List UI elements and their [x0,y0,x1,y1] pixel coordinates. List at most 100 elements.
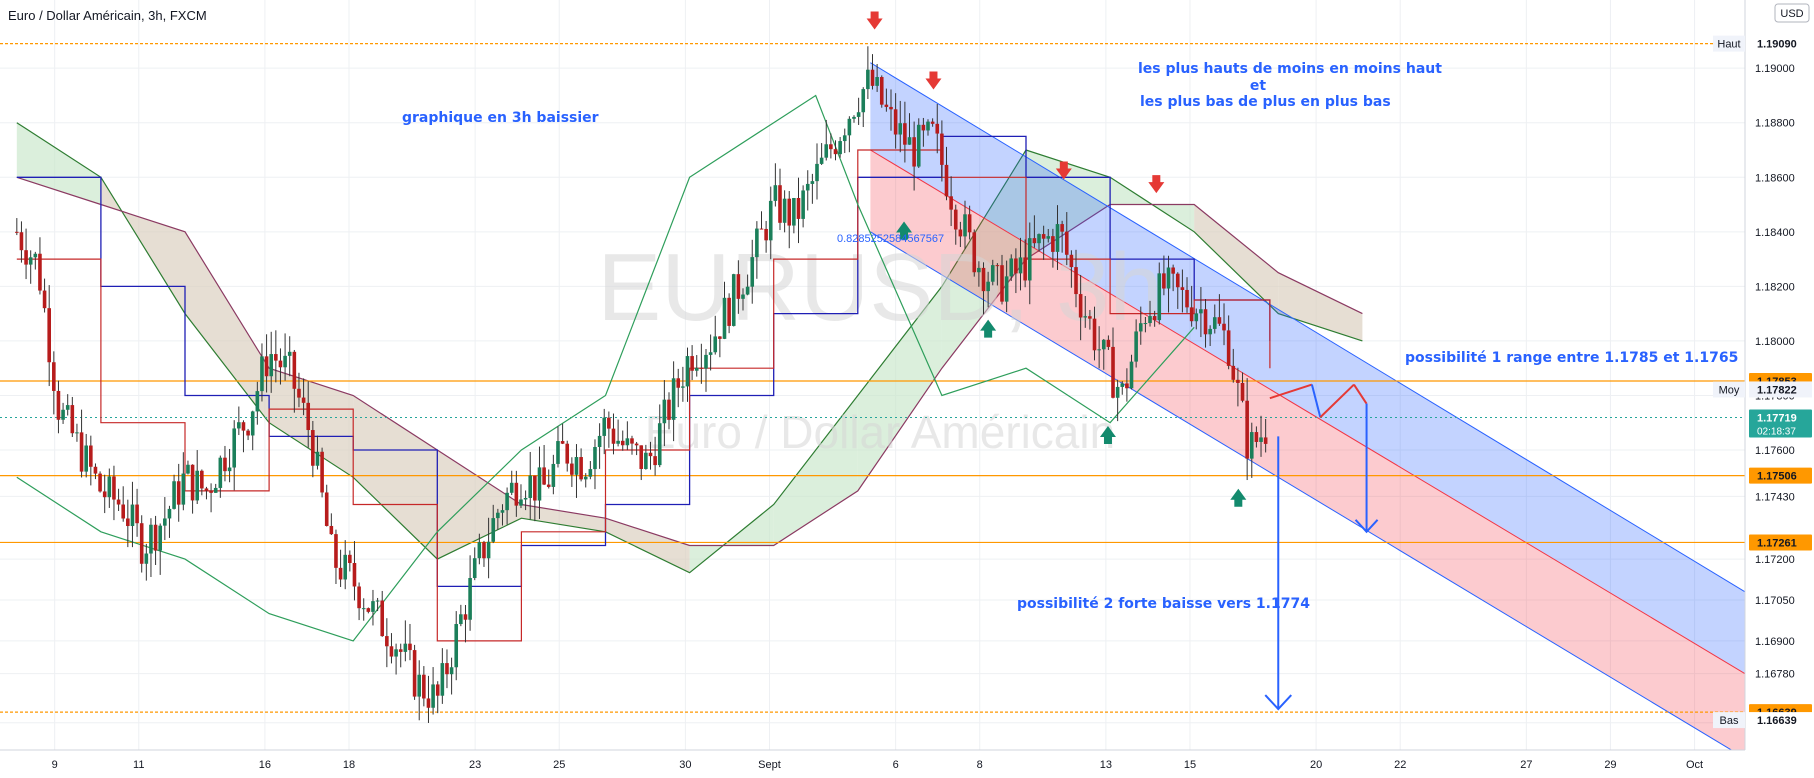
annotation-scenario-1: possibilité 1 range entre 1.1785 et 1.17… [1405,350,1738,366]
candle-body [597,435,602,447]
candle-body [334,534,338,568]
candle-body [431,684,435,708]
candle-body [866,69,870,90]
candle-body [755,228,759,258]
price-axis[interactable]: 1.19000 1.18800 1.18600 1.18400 1.18200 1.180… [1713,0,1814,778]
candle-body [107,476,112,498]
time-tick-label: 16 [259,759,271,771]
candle-body [602,417,607,436]
candle-body [1226,330,1231,366]
candle-body [930,121,935,124]
candle-body [713,336,718,353]
candle-body [130,504,135,527]
time-tick-label: 13 [1100,759,1112,771]
candle-body [963,214,967,237]
time-tick-label: 11 [133,759,144,771]
candle-body [1166,267,1171,289]
candle-body [38,253,42,291]
candle-body [223,457,227,472]
candle-body [1051,236,1055,252]
candle-body [1092,318,1097,351]
candle-body [56,390,61,420]
candle-body [1037,234,1041,244]
candle-body [819,157,824,164]
candle-body [1027,238,1032,281]
cloud-segment [1278,272,1363,341]
candle-body [445,663,449,675]
candle-body [126,518,130,527]
candle-body [704,354,708,369]
candle-body [903,123,907,145]
candle-body [995,265,1000,267]
candle-body [1101,339,1106,350]
price-tick-label: 1.19000 [1755,63,1795,75]
candle-body [468,578,472,620]
candle-body [1231,365,1236,380]
span-a-line [16,122,1363,574]
candle-body [84,445,88,472]
cloud-segment [941,150,1026,369]
candle-body [70,405,75,434]
candle-body [1129,361,1134,389]
candle-body [750,257,755,287]
up-arrow-icon [1230,488,1247,507]
kumo-cloud [16,122,1363,574]
candle-body [1143,323,1148,325]
bar-countdown: 02:18:37 [1757,427,1796,438]
candle-body [472,558,477,579]
candle-body [842,135,847,142]
candle-body [731,274,736,326]
marker-value-background [1749,35,1812,52]
grid [0,0,1745,750]
candle-body [292,351,297,389]
candle-body [361,608,366,610]
candle-body [311,430,315,466]
candle-body [736,274,741,299]
candle-body [551,463,556,487]
down-arrow-icon [1148,175,1165,194]
candle-body [1018,257,1023,274]
down-arrow-icon [925,71,942,90]
candle-body [278,360,283,368]
candle-body [496,512,500,519]
price-tick-label: 1.17050 [1755,595,1795,607]
candle-body [19,232,24,251]
channel-value-label: 0.8285252584567567 [837,233,944,245]
candle-body [135,504,139,524]
time-tick-label: 27 [1520,759,1532,771]
scenario-drawings[interactable] [1264,383,1379,711]
candle-body [574,457,579,475]
candle-body [852,116,856,119]
candle-body [352,563,357,587]
candle-body [1115,386,1120,398]
cloud-segment [605,518,690,573]
kijun-line [16,135,1271,588]
span-b-line [16,176,1363,547]
annotation-highs: les plus hauts de moins en moins haut [1138,61,1442,77]
annotation-lows: les plus bas de plus en plus bas [1140,94,1391,110]
cloud-segment [269,368,354,478]
candle-body [810,181,815,184]
candle-body [889,106,893,110]
price-label-background [1749,409,1812,438]
time-tick-label: 6 [893,759,899,771]
candle-body [1069,254,1074,268]
candle-body [967,214,972,233]
marker-tag-label: Moy [1719,384,1740,396]
candle-body [768,200,773,241]
candle-body [237,422,241,429]
price-tick-label: 1.17430 [1755,491,1795,503]
candle-body [283,355,287,368]
down-arrow-icon [866,11,883,30]
markers [866,11,1247,507]
time-tick-label: 22 [1394,759,1406,771]
candle-body [611,428,616,444]
candle-body [607,417,611,429]
candle-body [593,446,597,470]
candle-body [990,265,995,282]
candle-body [514,482,519,506]
time-axis[interactable]: 9 11 16 18 23 25 30 Sept 6 8 13 15 20 22 27 29 Oct [0,749,1814,778]
candle-body [1185,289,1189,308]
price-tick-label: 1.17600 [1755,445,1795,457]
